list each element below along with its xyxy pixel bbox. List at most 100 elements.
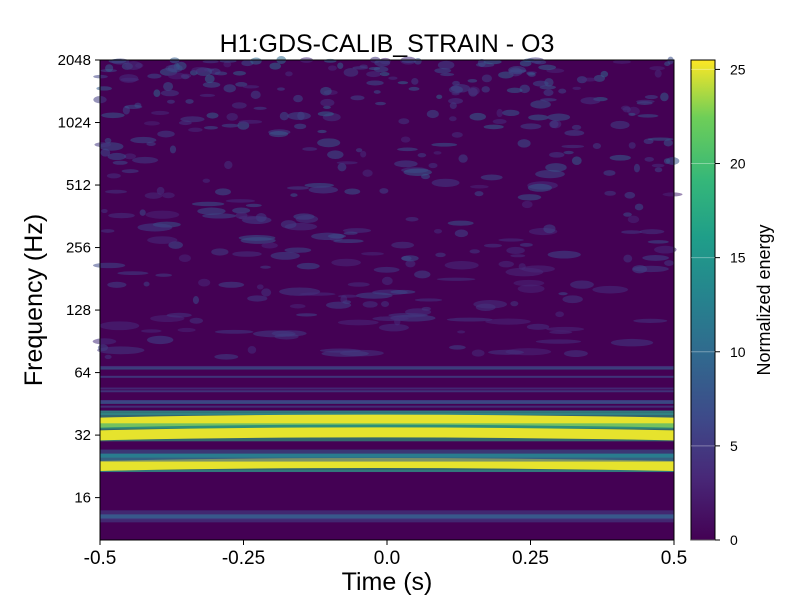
noise-blob	[146, 141, 156, 146]
noise-blob	[121, 169, 139, 174]
noise-blob	[360, 150, 367, 158]
noise-blob	[538, 64, 557, 71]
noise-blob	[235, 82, 248, 87]
noise-blob	[483, 243, 502, 248]
noise-blob	[506, 87, 523, 94]
noise-blob	[238, 119, 263, 124]
noise-blob	[526, 72, 536, 76]
noise-blob	[165, 65, 178, 72]
noise-blob	[99, 321, 140, 331]
colorbar-tick-label: 20	[730, 156, 746, 172]
noise-blob	[448, 98, 464, 104]
noise-blob	[320, 86, 332, 96]
noise-blob	[381, 276, 393, 286]
noise-blob	[285, 71, 293, 77]
noise-blob	[381, 301, 390, 307]
noise-blob	[153, 89, 161, 98]
noise-blob	[296, 313, 318, 317]
noise-blob	[270, 251, 300, 260]
noise-blob	[477, 59, 486, 67]
noise-blob	[261, 288, 272, 297]
noise-blob	[506, 246, 525, 254]
noise-blob	[166, 99, 175, 104]
noise-blob	[547, 113, 571, 121]
noise-blob	[469, 112, 486, 121]
noise-blob	[124, 104, 143, 109]
noise-blob	[563, 350, 588, 357]
noise-blob	[198, 278, 211, 287]
noise-blob	[125, 61, 143, 70]
noise-blob	[350, 95, 365, 101]
noise-blob	[647, 137, 674, 141]
noise-blob	[498, 260, 514, 268]
noise-blob	[623, 254, 633, 263]
heatmap-area	[92, 56, 683, 540]
noise-blob	[561, 144, 585, 149]
noise-blob	[160, 89, 179, 97]
noise-blob	[226, 113, 238, 121]
noise-blob	[662, 192, 683, 197]
noise-blob	[202, 178, 211, 183]
noise-blob	[117, 271, 149, 276]
noise-blob	[401, 59, 416, 63]
striation	[100, 401, 674, 404]
noise-blob	[647, 240, 669, 244]
noise-blob	[388, 312, 428, 318]
noise-blob	[338, 294, 359, 298]
colorbar-ticks: 0 5 10 15 20 25	[691, 61, 746, 548]
noise-blob	[390, 289, 416, 295]
noise-blob	[269, 131, 289, 138]
noise-blob	[628, 142, 636, 149]
noise-blob	[632, 265, 669, 273]
noise-blob	[191, 66, 209, 73]
noise-blob	[644, 95, 658, 100]
noise-blob	[344, 188, 361, 195]
y-tick-label: 32	[74, 427, 91, 444]
noise-blob	[106, 173, 121, 179]
noise-blob	[570, 280, 594, 289]
noise-blob	[571, 156, 582, 165]
noise-blob	[199, 93, 216, 97]
y-tick-label: 128	[66, 302, 91, 319]
noise-blob	[563, 150, 574, 155]
noise-blob	[498, 238, 524, 242]
noise-blob	[168, 72, 186, 80]
noise-blob	[180, 73, 192, 78]
noise-blob	[104, 354, 112, 360]
noise-blob	[97, 346, 145, 355]
noise-blob	[261, 242, 278, 249]
noise-blob	[355, 292, 393, 299]
noise-blob	[188, 127, 203, 133]
noise-blob	[319, 348, 361, 353]
noise-blob	[446, 317, 493, 322]
noise-blob	[379, 71, 390, 77]
noise-blob	[223, 84, 236, 93]
noise-blob	[331, 258, 361, 267]
noise-blob	[520, 123, 542, 130]
noise-blob	[224, 160, 233, 170]
noise-blob	[286, 186, 310, 190]
y-tick-label: 2048	[58, 52, 91, 69]
noise-blob	[168, 241, 183, 249]
noise-blob	[180, 116, 205, 123]
noise-blob	[483, 124, 504, 130]
noise-blob	[527, 183, 553, 192]
noise-blob	[654, 245, 677, 254]
noise-blob	[435, 252, 446, 258]
noise-blob	[320, 98, 335, 107]
noise-blob	[145, 210, 180, 219]
noise-blob	[290, 193, 298, 197]
noise-blob	[289, 303, 306, 309]
noise-blob	[431, 142, 458, 147]
noise-blob	[550, 119, 562, 129]
noise-blob	[397, 81, 409, 85]
noise-blob	[233, 71, 246, 76]
noise-blob	[394, 160, 418, 168]
noise-blob	[242, 85, 260, 89]
noise-blob	[528, 114, 549, 121]
noise-texture	[92, 56, 683, 360]
noise-blob	[447, 220, 474, 226]
noise-blob	[517, 284, 545, 293]
noise-blob	[654, 69, 662, 78]
